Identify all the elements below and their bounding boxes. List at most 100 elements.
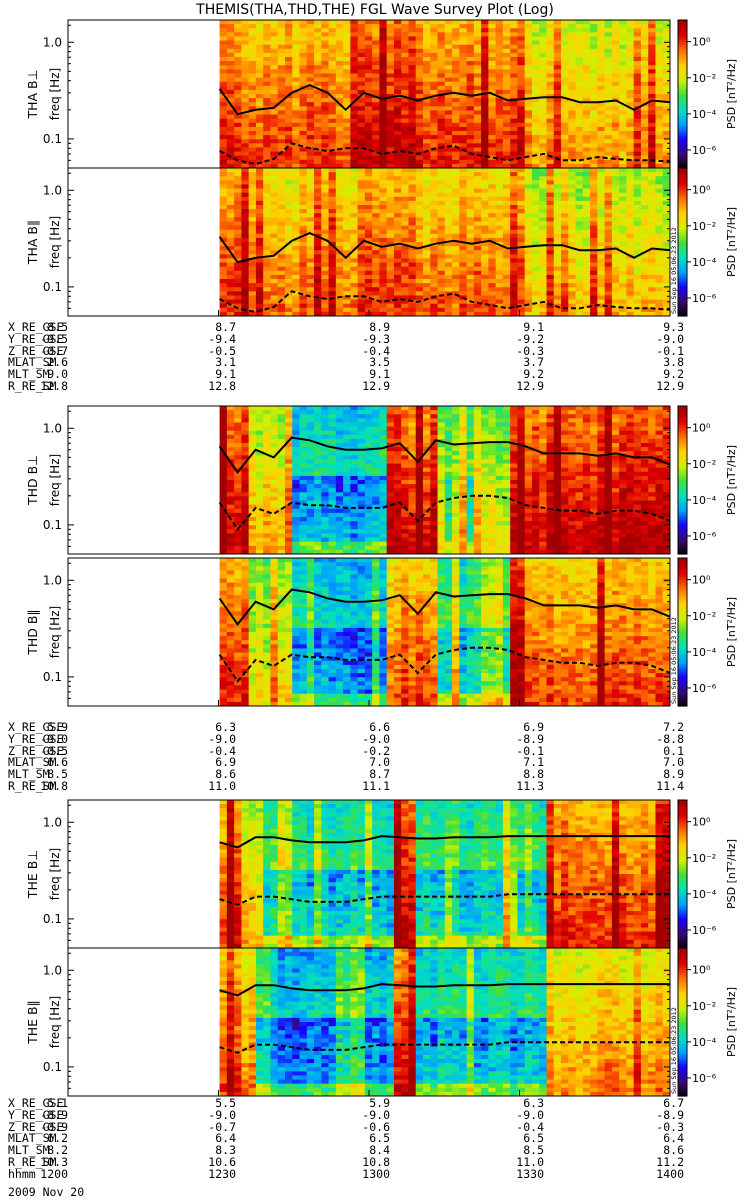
ephem-label: MLT_SM	[8, 1143, 50, 1158]
ephem-row: MLT_SM 8.2 8.3 8.4 8.5 8.6	[8, 1143, 688, 1158]
heatmap-cells	[219, 406, 671, 555]
colorbar-label: PSD [nT²/Hz]	[725, 597, 738, 667]
ephem-value: -0.3	[656, 1119, 684, 1134]
y-axis-label: THA B⊥	[25, 69, 40, 119]
ephem-value: 7.1	[523, 755, 544, 770]
ephem-value: 6.9	[215, 755, 236, 770]
ephem-value: 1230	[208, 1166, 236, 1181]
colorbar-tick-label: 10⁻⁶	[692, 144, 717, 157]
colorbar: 10⁰ 10⁻² 10⁻⁴ 10⁻⁶ PSD [nT²/Hz]	[677, 557, 738, 707]
plot-title: THEMIS(THA,THD,THE) FGL Wave Survey Plot…	[196, 2, 554, 18]
ephem-label: Y_RE_GSE	[8, 331, 64, 346]
y-tick-label: 0.1	[43, 518, 62, 532]
ephem-value: -9.2	[516, 331, 544, 346]
ephem-label: MLT_SM	[8, 767, 50, 782]
colorbar-tick-label: 10⁻⁴	[692, 646, 717, 659]
y-axis-label: THA B∥	[25, 220, 40, 265]
heatmap-cells	[219, 168, 671, 317]
y-axis-unit: freq [Hz]	[48, 606, 62, 658]
solid-trace	[218, 436, 671, 474]
ephem-value: 5.5	[215, 1096, 236, 1110]
y-tick-label: 1.0	[43, 963, 62, 977]
ephem-value: 6.6	[369, 720, 390, 734]
colorbar: 10⁰ 10⁻² 10⁻⁴ 10⁻⁶ PSD [nT²/Hz]	[677, 19, 738, 169]
ephem-value: -8.9	[40, 1107, 68, 1122]
ephem-value: 8.8	[523, 767, 544, 782]
ephem-value: 8.9	[663, 767, 684, 782]
y-tick-label: 0.1	[43, 1060, 62, 1074]
ephem-value: -0.4	[362, 343, 390, 358]
ephem-value: 8.5	[47, 767, 68, 782]
ephem-value: 12.9	[362, 378, 390, 393]
ephem-label: R_RE_SM	[8, 778, 57, 793]
ephem-value: 10.6	[208, 1154, 236, 1169]
ephem-row: MLAT_SM 2.6 3.1 3.5 3.7 3.8	[8, 357, 688, 369]
ephem-value: -0.5	[208, 343, 236, 358]
ephem-value: 8.7	[369, 767, 390, 782]
ephem-value: 8.5	[47, 320, 68, 334]
ephem-label: X_RE_GSE	[8, 720, 64, 734]
ephem-value: 7.0	[663, 755, 684, 770]
ephem-row: Y_RE_GSE -8.9 -9.0 -9.0 -9.0 -8.9	[8, 1107, 688, 1122]
heatmap-cells	[219, 948, 671, 1097]
y-axis-unit: freq [Hz]	[48, 848, 62, 900]
ephem-value: 1400	[656, 1166, 684, 1181]
ephem-value: 9.2	[663, 367, 684, 382]
ephem-value: 3.5	[369, 355, 390, 370]
colorbar-tick-label: 10⁻⁴	[692, 494, 717, 507]
ephem-value: 6.5	[369, 1131, 390, 1146]
ephem-value: 6.3	[215, 720, 236, 734]
ephem-value: -0.4	[516, 1119, 544, 1134]
ephem-label: hhmm	[8, 1166, 36, 1181]
solid-trace	[218, 84, 671, 116]
ephem-row: MLAT_SM 6.6 6.9 7.0 7.1 7.0	[8, 757, 688, 769]
solid-trace	[218, 588, 671, 626]
ephem-value: 6.4	[663, 1131, 684, 1146]
colorbar-tick-label: 10⁻⁴	[692, 888, 717, 901]
ephem-row: MLT_SM 8.5 8.6 8.7 8.8 8.9	[8, 767, 688, 782]
ephem-value: 12.9	[516, 378, 544, 393]
ephem-value: -9.3	[362, 331, 390, 346]
colorbar-tick-label: 10⁻²	[692, 852, 716, 865]
y-axis-label: THE B∥	[25, 1000, 40, 1045]
ephem-value: 6.7	[663, 1096, 684, 1110]
ephem-value: 8.6	[663, 1143, 684, 1158]
ephem-value: 6.9	[523, 720, 544, 734]
y-axis-unit: freq [Hz]	[48, 454, 62, 506]
ephem-value: 9.2	[523, 367, 544, 382]
solid-trace	[219, 983, 670, 997]
ephem-value: 1200	[40, 1166, 68, 1181]
colorbar-tick-label: 10⁰	[692, 184, 711, 197]
ephem-value: 3.7	[523, 355, 544, 370]
colorbar-tick-label: 10⁻⁴	[692, 1036, 717, 1049]
ephem-row: Z_RE_GSE -0.5 -0.4 -0.2 -0.1 0.1	[8, 745, 688, 758]
ephem-value: 8.6	[215, 767, 236, 782]
plot-stamp: Sun Sep 16 05:06:23 2012	[670, 617, 678, 704]
colorbar-tick-label: 10⁻²	[692, 72, 716, 85]
colorbar: 10⁰ 10⁻² 10⁻⁴ 10⁻⁶ PSD [nT²/Hz]	[677, 947, 738, 1097]
ephem-value: 12.8	[208, 378, 236, 393]
ephem-value: 9.1	[215, 367, 236, 382]
ephem-value: -9.0	[656, 331, 684, 346]
ephem-value: -0.6	[362, 1119, 390, 1134]
ephem-value: 12.9	[656, 378, 684, 393]
ephem-label: X_RE_GSE	[8, 1096, 64, 1110]
dashed-trace	[219, 1041, 670, 1054]
colorbar-label: PSD [nT²/Hz]	[725, 59, 738, 129]
ephem-value: -9.4	[208, 331, 236, 346]
ephemeris-thd: X_RE_GSE 5.9 6.3 6.6 6.9 7.2 Y_RE_GSE -9.0 -9.0-…	[8, 720, 688, 793]
heatmap-cells	[219, 20, 671, 169]
ephem-value: -9.0	[362, 1107, 390, 1122]
ephem-value: -9.0	[362, 731, 390, 746]
ephem-row: MLT_SM 9.0 9.1 9.1 9.2 9.2	[8, 367, 688, 382]
solid-trace	[218, 232, 671, 264]
colorbar-tick-label: 10⁻²	[692, 458, 716, 471]
ephem-value: 10.8	[40, 778, 68, 793]
ephem-value: -0.7	[208, 1119, 236, 1134]
colorbar-tick-label: 10⁻⁴	[692, 256, 717, 269]
ephem-label: Z_RE_GSE	[8, 343, 64, 358]
dashed-trace	[219, 142, 671, 166]
panel-frame	[67, 405, 671, 555]
ephem-value: -0.9	[40, 1119, 68, 1134]
